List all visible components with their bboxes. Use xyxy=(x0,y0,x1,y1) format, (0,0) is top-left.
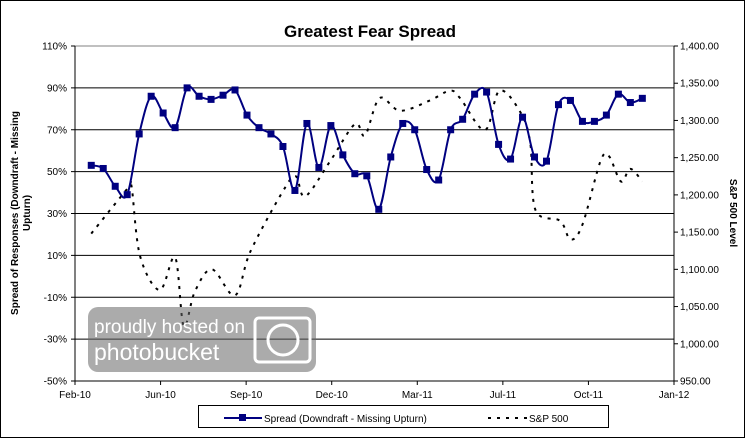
y-axis-title-line2: Upturn) xyxy=(22,195,33,231)
y-axis-title-line1: Spread of Responses (Downdraft - Missing xyxy=(10,111,21,315)
spread-point xyxy=(291,186,299,194)
y-tick-label: 30% xyxy=(47,209,67,220)
spread-point xyxy=(111,182,119,190)
spread-point xyxy=(231,86,239,94)
y2-tick-label: 1,150.00 xyxy=(680,228,719,239)
y-tick-label: 50% xyxy=(47,167,67,178)
y-tick-label: -10% xyxy=(44,293,67,304)
y2-tick-label: 1,300.00 xyxy=(680,116,719,127)
y-tick-label: 110% xyxy=(42,42,67,53)
spread-point xyxy=(542,157,550,165)
y-tick-label: 70% xyxy=(47,125,67,136)
spread-point xyxy=(519,113,527,121)
y2-tick-label: 1,350.00 xyxy=(680,79,719,90)
spread-point xyxy=(590,117,598,125)
y2-tick-label: 950.00 xyxy=(680,377,711,388)
spread-point xyxy=(447,126,455,134)
spread-point xyxy=(602,111,610,119)
watermark-line2: photobucket xyxy=(94,339,220,365)
spread-point xyxy=(315,163,323,171)
spread-point xyxy=(303,119,311,127)
spread-point xyxy=(531,153,539,161)
photobucket-watermark: proudly hosted on photobucket xyxy=(88,307,316,372)
spread-point xyxy=(471,90,479,98)
sp500-line xyxy=(90,89,644,328)
y-tick-label: 10% xyxy=(47,251,67,262)
watermark-line1: proudly hosted on xyxy=(94,317,245,338)
spread-point xyxy=(87,161,95,169)
x-tick-label: Mar-11 xyxy=(402,390,433,401)
spread-point xyxy=(339,151,347,159)
spread-point xyxy=(363,172,371,180)
spread-point xyxy=(327,122,335,130)
legend-spread-label: Spread (Downdraft - Missing Upturn) xyxy=(264,414,427,425)
spread-point xyxy=(195,92,203,100)
spread-point xyxy=(99,164,107,172)
spread-point xyxy=(207,95,215,103)
spread-point xyxy=(159,109,167,117)
y2-tick-label: 1,250.00 xyxy=(680,153,719,164)
spread-point xyxy=(507,155,515,163)
y2-tick-label: 1,400.00 xyxy=(680,42,719,53)
spread-point xyxy=(387,153,395,161)
spread-point xyxy=(279,143,287,150)
spread-point xyxy=(267,130,275,138)
legend-sp500-label: S&P 500 xyxy=(529,414,569,425)
series-layer xyxy=(87,84,646,328)
spread-point xyxy=(147,92,155,100)
x-tick-label: Feb-10 xyxy=(59,390,91,401)
axes: 110% 90% 70% 50% 30% 10% -10% -30% -50% 1,400.00 1… xyxy=(42,42,719,402)
spread-point xyxy=(495,140,503,148)
spread-point xyxy=(554,101,562,109)
spread-point xyxy=(243,111,251,119)
y2-axis-title: S&P 500 Level xyxy=(727,179,738,247)
spread-point xyxy=(423,166,431,174)
spread-point xyxy=(638,94,646,102)
spread-point xyxy=(255,124,263,132)
x-tick-label: Dec-10 xyxy=(316,390,349,401)
x-tick-label: Oct-11 xyxy=(574,390,604,401)
spread-point xyxy=(626,99,634,107)
spread-point xyxy=(411,126,419,134)
legend-spread-marker xyxy=(239,414,246,421)
spread-point xyxy=(459,115,467,123)
y-tick-label: 90% xyxy=(47,83,67,94)
gridlines xyxy=(75,45,674,340)
x-tick-label: Jan-12 xyxy=(659,390,690,401)
spread-point xyxy=(578,117,586,125)
x-tick-label: Sep-10 xyxy=(230,390,263,401)
spread-point xyxy=(351,170,359,178)
y-tick-label: -50% xyxy=(44,377,67,388)
y2-tick-label: 1,200.00 xyxy=(680,190,719,201)
spread-point xyxy=(614,90,622,98)
spread-point xyxy=(399,119,407,127)
spread-point xyxy=(375,205,383,213)
x-tick-label: Jul-11 xyxy=(490,390,517,401)
legend: Spread (Downdraft - Missing Upturn) S&P … xyxy=(198,405,609,428)
spread-point xyxy=(171,124,179,132)
camera-icon xyxy=(253,316,312,364)
spread-point xyxy=(435,176,443,184)
chart-title: Greatest Fear Spread xyxy=(284,22,456,41)
y2-tick-label: 1,050.00 xyxy=(680,302,719,313)
spread-point xyxy=(183,84,191,92)
spread-point xyxy=(219,91,227,99)
spread-point xyxy=(566,96,574,104)
spread-point xyxy=(123,191,131,199)
y2-tick-label: 1,000.00 xyxy=(680,339,719,350)
spread-point xyxy=(483,88,491,96)
y2-tick-label: 1,100.00 xyxy=(680,265,719,276)
spread-point xyxy=(135,130,143,138)
x-tick-label: Jun-10 xyxy=(145,390,176,401)
y-tick-label: -30% xyxy=(44,335,67,346)
